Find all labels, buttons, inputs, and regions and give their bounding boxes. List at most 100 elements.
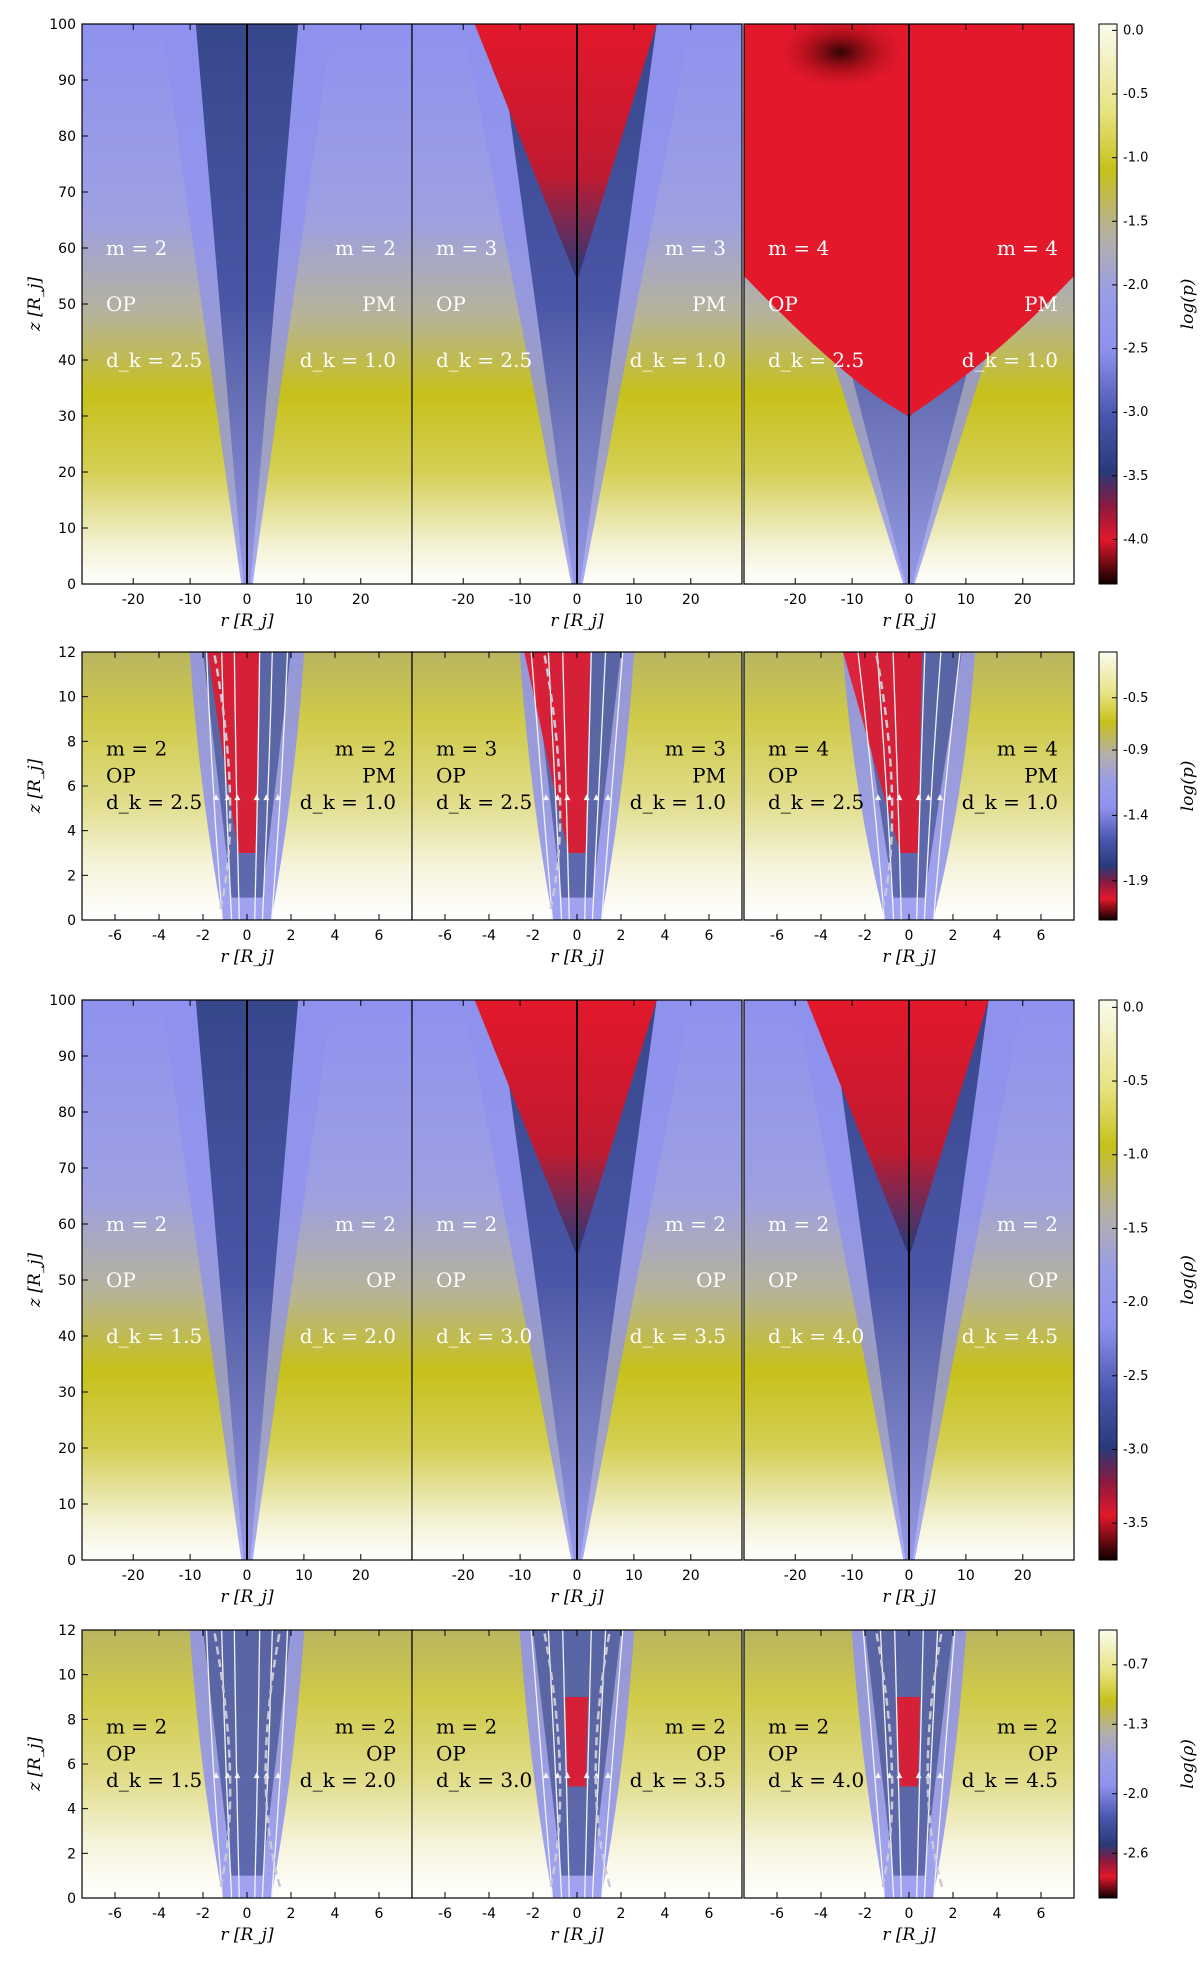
- x-tick-label: 4: [661, 1906, 670, 1922]
- dashed-curve: [542, 1630, 562, 1888]
- x-tick-label: -2: [526, 1906, 540, 1922]
- field-line: [916, 652, 926, 920]
- x-tick-label: -2: [196, 1906, 210, 1922]
- y-tick-label: 30: [58, 409, 76, 425]
- field-line: [562, 1630, 570, 1898]
- colorbar-tick-label: -2.0: [1123, 1787, 1148, 1802]
- jet-low-value-region: [563, 1697, 588, 1787]
- field-line: [233, 652, 240, 920]
- x-tick-label: -2: [196, 928, 210, 944]
- colorbar-label: log(ρ): [1178, 1739, 1198, 1789]
- field-line: [600, 1630, 624, 1898]
- annotation-left: d_k = 1.5: [106, 1324, 202, 1348]
- annotation-right: d_k = 1.0: [300, 348, 396, 372]
- y-tick-label: 2: [67, 1846, 76, 1862]
- field-line: [270, 652, 289, 920]
- field-line-arrow: [604, 794, 611, 801]
- annotation-left: d_k = 3.0: [436, 1768, 532, 1792]
- field-line-arrow: [875, 794, 882, 801]
- annotation-right: d_k = 1.0: [630, 348, 726, 372]
- field-line: [932, 1630, 956, 1898]
- colorbar-tick-label: -3.5: [1123, 469, 1148, 484]
- y-axis-label: z [R_j]: [25, 1253, 45, 1309]
- x-axis-label: r [R_j]: [220, 1587, 274, 1607]
- annotation-left: OP: [106, 292, 136, 316]
- x-tick-label: 2: [617, 928, 626, 944]
- x-tick-label: -4: [814, 928, 828, 944]
- annotation-right: d_k = 3.5: [630, 1768, 726, 1792]
- annotation-left: m = 2: [106, 736, 167, 760]
- y-tick-label: 6: [67, 779, 76, 795]
- x-axis-label: r [R_j]: [220, 1925, 274, 1945]
- x-tick-label: 6: [1037, 1906, 1046, 1922]
- x-tick-label: -20: [122, 592, 145, 608]
- annotation-left: m = 2: [106, 236, 167, 260]
- colorbar-tick-label: 0.0: [1123, 1000, 1144, 1015]
- annotation-right: d_k = 1.0: [962, 790, 1058, 814]
- annotation-right: PM: [692, 763, 726, 787]
- field-line: [205, 652, 224, 920]
- colorbar-tick-label: -2.5: [1123, 1369, 1148, 1384]
- field-line-arrow: [604, 1772, 611, 1779]
- y-tick-label: 6: [67, 1757, 76, 1773]
- annotation-left: OP: [436, 292, 466, 316]
- annotation-left: d_k = 2.5: [106, 790, 202, 814]
- annotation-left: m = 2: [436, 1714, 497, 1738]
- x-axis-label: r [R_j]: [550, 1587, 604, 1607]
- field-line: [591, 652, 607, 920]
- colorbar-tick-label: -4.0: [1123, 532, 1148, 547]
- dashed-curve: [212, 1630, 232, 1888]
- field-line: [221, 652, 233, 920]
- annotation-left: m = 2: [768, 1714, 829, 1738]
- field-line-arrow: [936, 794, 943, 801]
- annotation-left: m = 3: [436, 236, 497, 260]
- x-tick-label: 0: [905, 1906, 914, 1922]
- row-row1: -20 -10 0 10 20r [R_j]0102030405060708090100…: [25, 17, 1198, 631]
- x-tick-label: 2: [287, 928, 296, 944]
- y-tick-label: 8: [67, 734, 76, 750]
- field-line: [233, 1630, 240, 1898]
- y-tick-label: 4: [67, 824, 76, 840]
- annotation-left: OP: [436, 763, 466, 787]
- x-tick-label: -2: [858, 1906, 872, 1922]
- field-line-arrow: [274, 794, 281, 801]
- field-line: [923, 652, 942, 920]
- x-tick-label: -20: [452, 1568, 475, 1584]
- annotation-right: OP: [366, 1741, 396, 1765]
- field-line: [857, 652, 886, 920]
- field-line-arrow: [896, 1772, 903, 1779]
- annotation-left: m = 3: [436, 736, 497, 760]
- x-axis-label: r [R_j]: [882, 947, 936, 967]
- panel: -20 -10 0 10 20 r [R_j] m = 3 OP d_k = 2.5 m = 3 P…: [411, 23, 743, 631]
- x-tick-label: 0: [243, 1906, 252, 1922]
- x-tick-label: -6: [770, 1906, 784, 1922]
- y-tick-label: 100: [49, 17, 76, 33]
- field-line-arrow: [543, 1772, 550, 1779]
- x-axis-label: r [R_j]: [550, 1925, 604, 1945]
- annotation-right: OP: [1028, 1268, 1058, 1292]
- x-tick-label: -4: [152, 1906, 166, 1922]
- panel: -20 -10 0 10 20 r [R_j] 0 10 20 30 40 50 60 70 80 90 100…: [25, 993, 413, 1607]
- panel: -6 -4 -2 0 2 4 6 r [R_j] 0 2 4 6 8 10 12 z [R_j] m = 2 OP…: [25, 645, 413, 967]
- x-axis-label: r [R_j]: [220, 947, 274, 967]
- field-line: [530, 652, 554, 920]
- y-tick-label: 12: [58, 645, 76, 661]
- annotation-left: d_k = 3.0: [436, 1324, 532, 1348]
- x-tick-label: -6: [438, 1906, 452, 1922]
- x-axis-label: r [R_j]: [220, 611, 274, 631]
- field-line: [261, 1630, 273, 1898]
- annotation-left: OP: [768, 763, 798, 787]
- y-tick-label: 80: [58, 1105, 76, 1121]
- x-tick-label: 0: [573, 592, 582, 608]
- y-tick-label: 0: [67, 913, 76, 929]
- colorbar-tick-label: -3.5: [1123, 1516, 1148, 1531]
- y-tick-label: 100: [49, 993, 76, 1009]
- x-tick-label: 10: [957, 1568, 975, 1584]
- field-line-arrow: [564, 1772, 571, 1779]
- x-tick-label: -6: [438, 928, 452, 944]
- annotation-left: m = 4: [768, 736, 829, 760]
- field-line-arrow: [234, 1772, 241, 1779]
- colorbar-label: log(p): [1178, 761, 1198, 812]
- field-line: [916, 1630, 924, 1898]
- x-axis-label: r [R_j]: [882, 1587, 936, 1607]
